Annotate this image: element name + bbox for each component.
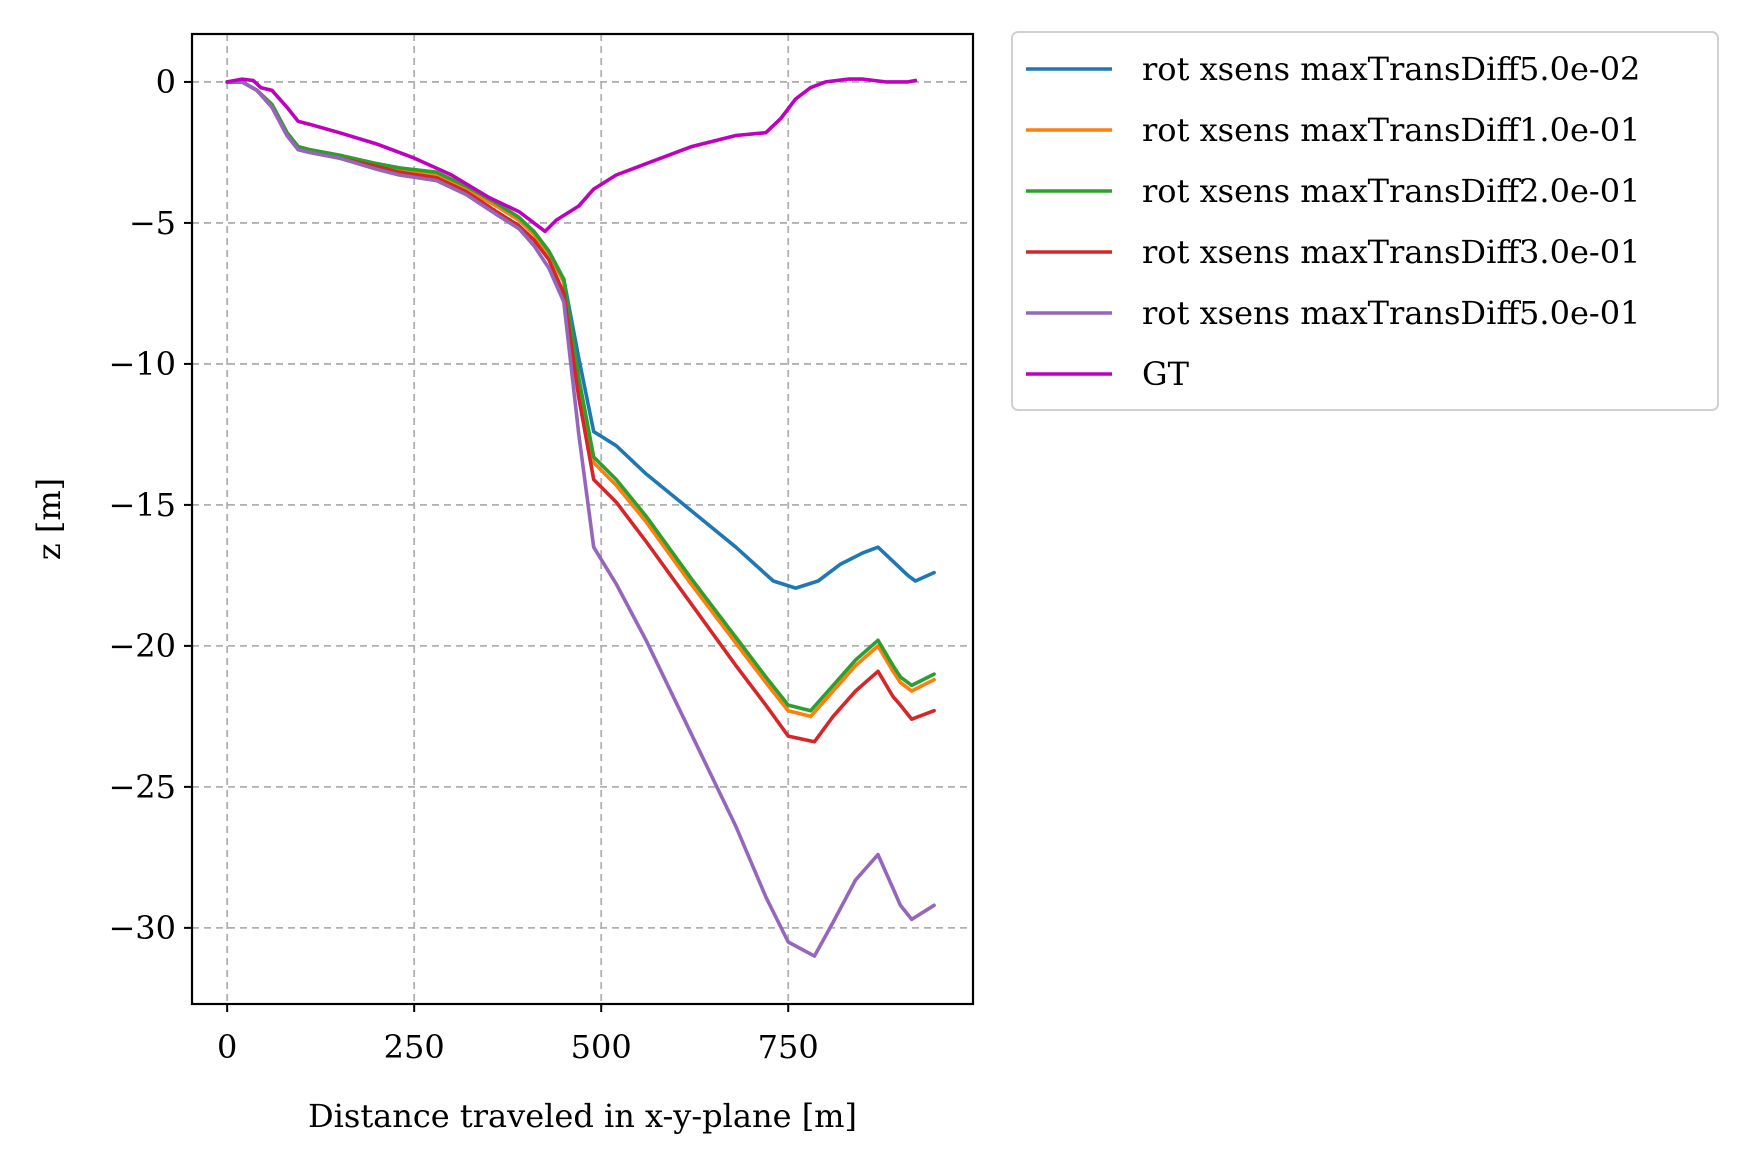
x-tick-label: 750 (758, 1028, 819, 1066)
series-line (225, 80, 936, 958)
x-axis-label: Distance traveled in x-y-plane [m] (308, 1097, 857, 1135)
y-tick-label: 0 (156, 63, 176, 101)
legend-label: rot xsens maxTransDiff5.0e-01 (1142, 294, 1640, 332)
y-tick-label: −25 (108, 768, 176, 806)
y-axis-label: z [m] (30, 478, 68, 560)
series-line (225, 80, 936, 713)
x-tick-label: 0 (217, 1028, 237, 1066)
series-line (225, 77, 918, 234)
plot-series (225, 77, 936, 958)
y-tick-label: −10 (108, 345, 176, 383)
legend-label: rot xsens maxTransDiff5.0e-02 (1142, 50, 1640, 88)
plot-frame (190, 32, 975, 1006)
grid (192, 34, 973, 1004)
y-tick-label: −15 (108, 486, 176, 524)
legend: rot xsens maxTransDiff5.0e-02 rot xsens m… (1011, 31, 1719, 411)
x-tick-label: 500 (571, 1028, 632, 1066)
legend-box (1011, 31, 1719, 411)
y-tick-label: −5 (129, 204, 176, 242)
legend-label: rot xsens maxTransDiff1.0e-01 (1142, 111, 1640, 149)
x-tick-label: 250 (384, 1028, 445, 1066)
y-tick-label: −30 (108, 909, 176, 947)
legend-label: rot xsens maxTransDiff2.0e-01 (1142, 172, 1640, 210)
legend-label: GT (1142, 355, 1190, 393)
y-tick-label: −20 (108, 627, 176, 665)
legend-label: rot xsens maxTransDiff3.0e-01 (1142, 233, 1640, 271)
y-axis-ticks: 0 −5 −10 −15 −20 −25 −30 (108, 63, 192, 947)
x-axis-ticks: 0 250 500 750 (217, 1004, 819, 1066)
